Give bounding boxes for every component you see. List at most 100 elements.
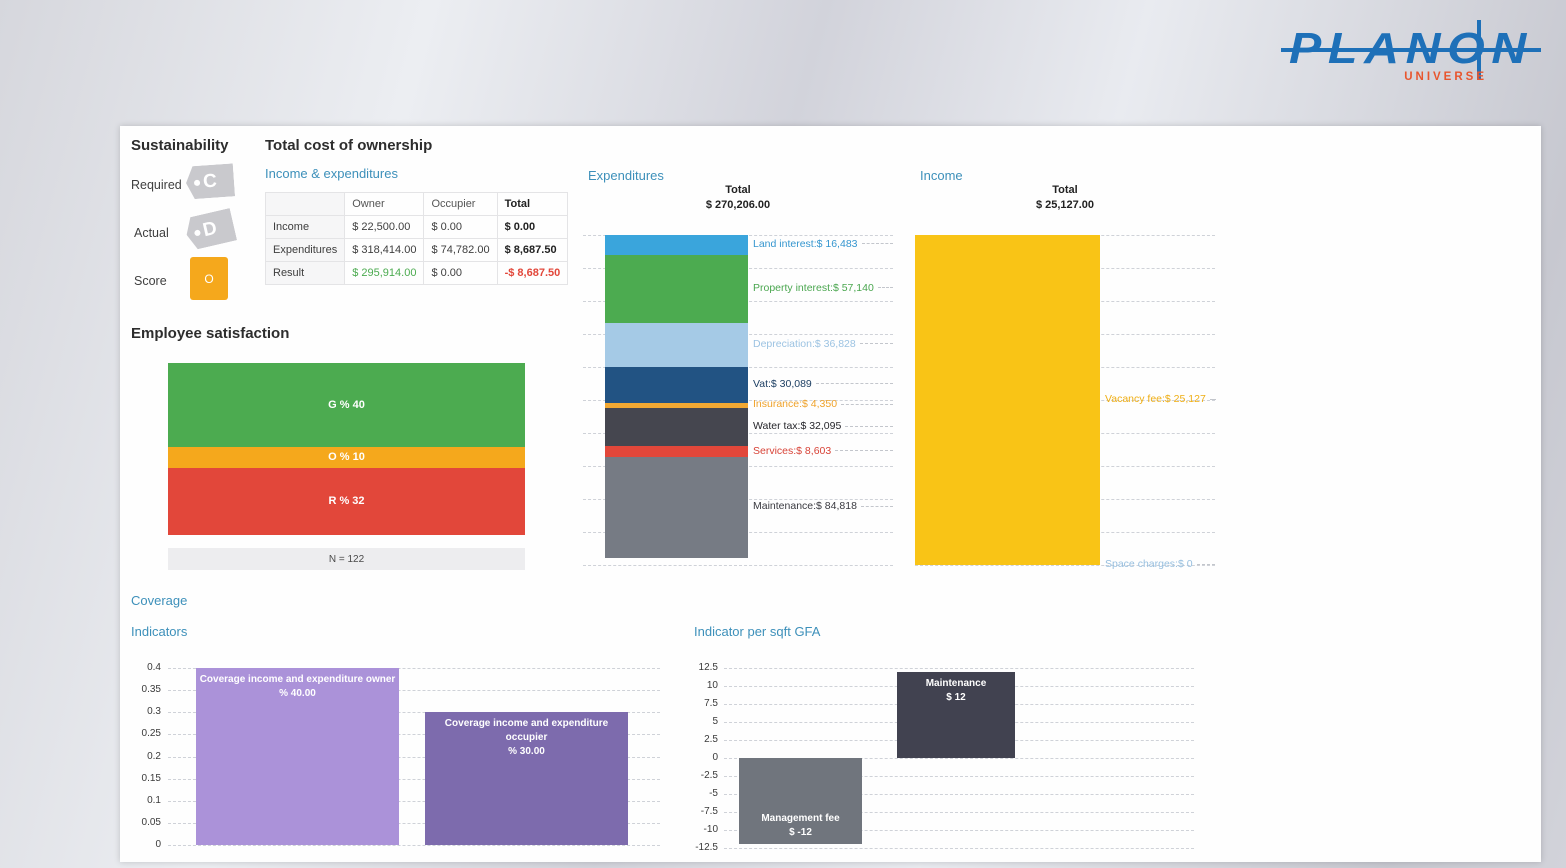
actual-label: Actual	[134, 226, 169, 240]
expenditures-total-value: $ 270,206.00	[705, 199, 771, 211]
bar-label-value: % 30.00	[508, 746, 545, 758]
leader-line-icon	[835, 450, 893, 452]
bar-label: Coverage income and expenditure occupier…	[427, 717, 626, 759]
score-badge: O	[190, 257, 228, 300]
segment-label-text: Space charges:$ 0	[1105, 558, 1193, 570]
coverage-title: Coverage	[131, 593, 188, 608]
segment-label-text: Water tax:$ 32,095	[753, 420, 842, 433]
segment-label-text: Vacancy fee:$ 25,127	[1105, 393, 1206, 405]
y-axis-tick-label: 0.35	[141, 684, 161, 696]
actual-grade-value: D	[200, 217, 219, 241]
result-occupier-value: $ 0.00	[423, 261, 498, 285]
segment-label-text: Services:$ 8,603	[753, 444, 832, 457]
expenditures-occupier-value: $ 74,782.00	[423, 238, 498, 262]
gridline	[168, 734, 660, 736]
segment-label-space-charges: Space charges:$ 0	[1105, 558, 1215, 570]
bar-segment-water-tax[interactable]	[605, 408, 748, 447]
income-labels: Vacancy fee:$ 25,127 Space charges:$ 0	[1105, 168, 1216, 572]
indicators-gadget: Indicators 0.4 0.35 0.3 0.25 0.2 0.15 0.1 0.05 0…	[131, 624, 686, 861]
gridline	[724, 794, 1194, 795]
y-axis-tick-label: -12.5	[695, 842, 718, 853]
gridline	[724, 848, 1194, 849]
income-total-value: $ 0.00	[496, 215, 569, 239]
bar-coverage-income-and-expenditure-occupier[interactable]: Coverage income and expenditure occupier…	[425, 712, 628, 845]
gridline	[583, 565, 893, 566]
y-axis-tick-label: 0.4	[147, 662, 161, 673]
y-axis-tick-label: 2.5	[704, 734, 718, 745]
employee-satisfaction-gadget: Employee satisfaction G % 40 O % 10 R % 32…	[131, 325, 651, 575]
bar-label-value: % 40.00	[279, 688, 316, 699]
expenditures-owner-value: $ 318,414.00	[344, 238, 425, 262]
gridline	[168, 756, 660, 758]
income-gadget-title: Income	[920, 168, 963, 183]
bar-segment-r[interactable]: R % 32	[168, 467, 525, 535]
bar-management-fee[interactable]: Management fee $ -12	[739, 758, 862, 845]
tco-title: Total cost of ownership	[265, 137, 433, 154]
gridline	[724, 812, 1194, 813]
bar-segment-services[interactable]	[605, 446, 748, 457]
leader-line-icon	[860, 505, 893, 507]
bar-label: Management fee $ -12	[741, 812, 860, 840]
table-header-row: Owner Occupier Total	[264, 192, 569, 216]
bar-label: Coverage income and expenditure owner % 4…	[198, 673, 397, 701]
result-row: Result $ 295,914.00 $ 0.00 -$ 8,687.50	[264, 261, 569, 285]
bar-segment-depreciation[interactable]	[605, 322, 748, 367]
result-owner-value: $ 295,914.00	[344, 261, 425, 285]
y-axis-tick-label: 0.2	[147, 750, 161, 762]
bar-segment-vacancy-fee[interactable]	[915, 235, 1100, 565]
gridline	[168, 800, 660, 802]
bar-segment-vat[interactable]	[605, 366, 748, 403]
result-row-label: Result	[264, 261, 346, 285]
y-axis-tick-label: 0.25	[141, 728, 161, 740]
gridline	[168, 668, 660, 669]
employee-satisfaction-n: N = 122	[168, 548, 525, 570]
segment-label-text: Maintenance:$ 84,818	[753, 500, 857, 513]
leader-line-icon	[841, 403, 893, 405]
bar-segment-property-interest[interactable]	[605, 254, 748, 323]
gridline	[724, 668, 1194, 669]
y-axis-tick-label: 0.05	[141, 816, 161, 828]
bar-label-name: Management fee	[761, 813, 840, 825]
segment-label-land-interest: Land interest:$ 16,483	[753, 238, 893, 250]
segment-label-vat: Vat:$ 30,089	[753, 378, 893, 390]
segment-label-text: Insurance:$ 4,350	[753, 398, 838, 411]
bar-maintenance[interactable]: Maintenance $ 12	[897, 671, 1015, 758]
bar-segment-insurance[interactable]	[605, 402, 748, 409]
occupier-column-header: Occupier	[423, 192, 498, 216]
expenditures-row-label: Expenditures	[264, 238, 346, 262]
segment-label-depreciation: Depreciation:$ 36,828	[753, 338, 893, 350]
required-label: Required	[131, 178, 182, 192]
y-axis-tick-label: 0.15	[141, 772, 161, 784]
tag-hole-icon	[194, 179, 200, 185]
bar-segment-g[interactable]: G % 40	[168, 363, 525, 447]
y-axis-tick-label: 0.1	[147, 794, 161, 806]
gridline	[724, 776, 1194, 777]
dashboard-canvas: Sustainability Required C Actual D Score…	[120, 126, 1541, 862]
segment-label-water-tax: Water tax:$ 32,095	[753, 420, 893, 432]
planon-logo-wordmark: PLANON	[1289, 24, 1533, 73]
income-expenditures-subtitle: Income & expenditures	[265, 166, 398, 181]
bar-segment-o[interactable]: O % 10	[168, 446, 525, 468]
income-row: Income $ 22,500.00 $ 0.00 $ 0.00	[264, 215, 569, 239]
expenditures-gadget-title: Expenditures	[588, 168, 664, 183]
y-axis-tick-label: -2.5	[700, 770, 718, 781]
planon-logo-universe: UNIVERSE	[1404, 71, 1487, 83]
y-axis-tick-label: -5	[709, 788, 718, 799]
expenditures-labels: Land interest:$ 16,483 Property interest:…	[753, 168, 893, 572]
bar-segment-maintenance[interactable]	[605, 456, 748, 558]
gfa-gadget-title: Indicator per sqft GFA	[694, 624, 821, 639]
bar-coverage-income-and-expenditure-owner[interactable]: Coverage income and expenditure owner % 4…	[196, 668, 399, 845]
income-total-value: $ 25,127.00	[1035, 199, 1095, 211]
bar-label-name: Coverage income and expenditure owner	[199, 674, 396, 685]
indicators-plot: 0.4 0.35 0.3 0.25 0.2 0.15 0.1 0.05 0 Coverage in…	[142, 662, 660, 850]
gridline	[168, 822, 660, 824]
planon-logo-strike-line-icon	[1281, 48, 1541, 52]
y-axis-tick-label: 0.3	[147, 706, 161, 718]
bar-label-value: $ -12	[789, 827, 812, 839]
expenditures-gadget: Expenditures Total $ 270,206.00 Land int…	[583, 168, 893, 572]
segment-label-services: Services:$ 8,603	[753, 445, 893, 457]
segment-label-text: Depreciation:$ 36,828	[753, 337, 856, 350]
bar-segment-land-interest[interactable]	[605, 235, 748, 255]
corner-cell	[264, 192, 346, 216]
planon-logo-needle-icon	[1477, 20, 1481, 80]
